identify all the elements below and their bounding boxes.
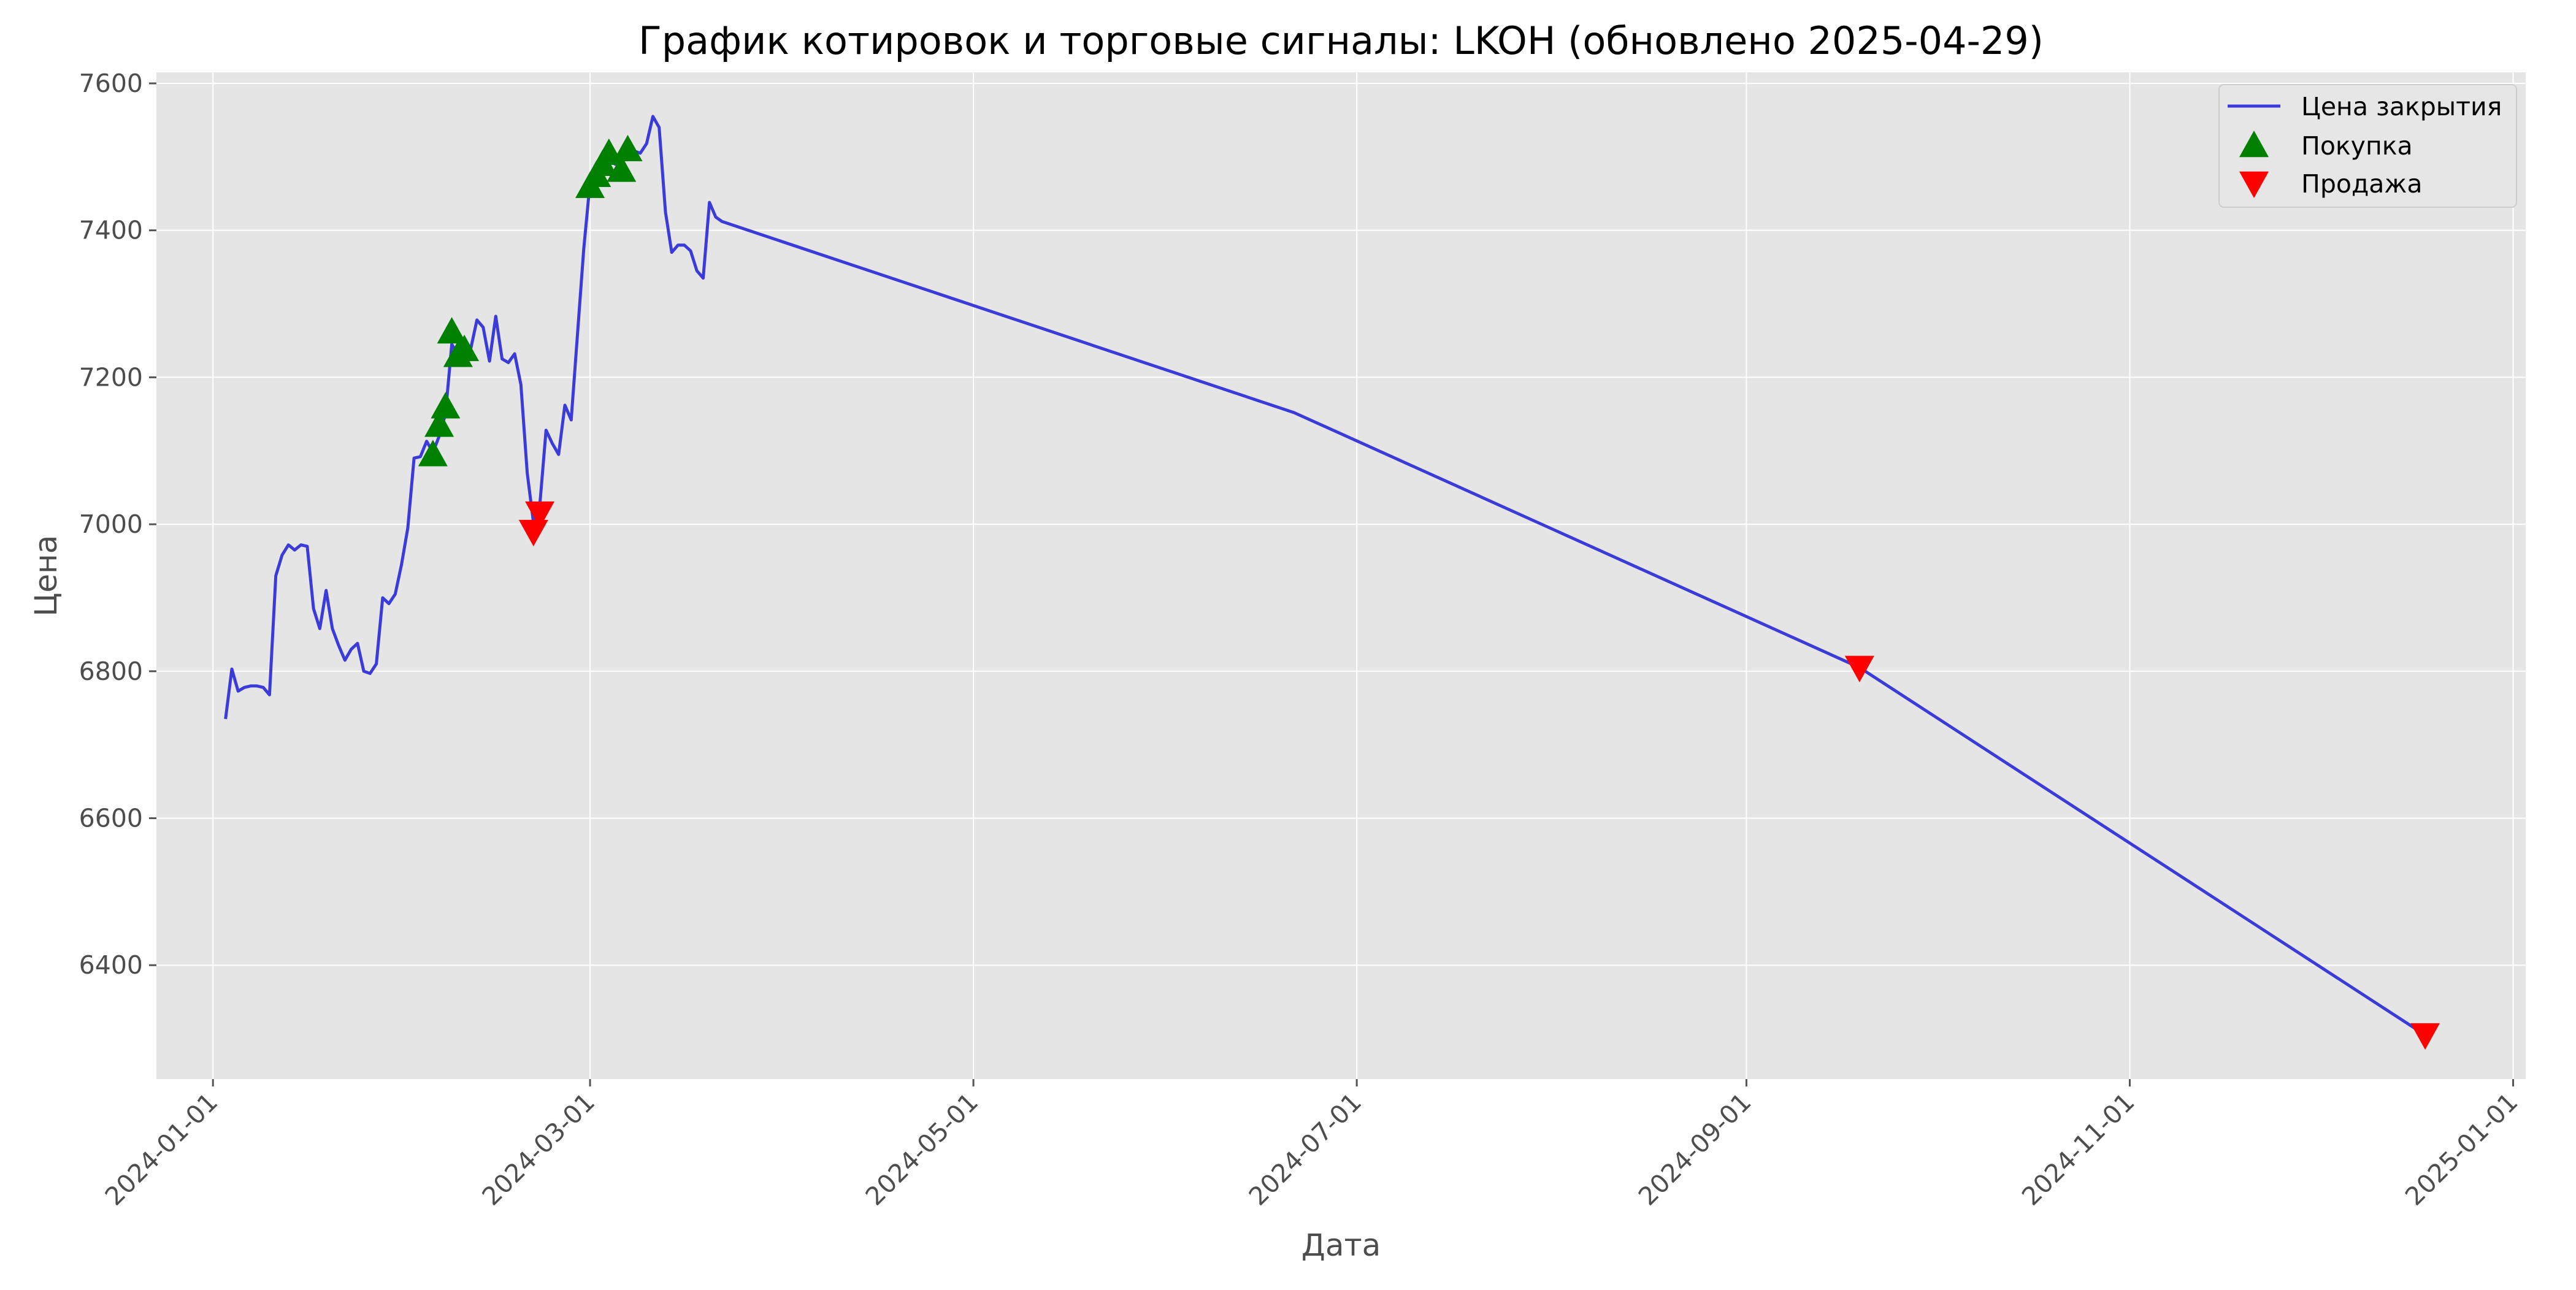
legend-close-price-label: Цена закрытия	[2301, 92, 2502, 121]
y-tick-label: 7000	[79, 510, 143, 539]
buy-signal-marker	[424, 410, 454, 437]
plot-area	[156, 72, 2526, 1079]
legend-buy-swatch	[2239, 131, 2269, 158]
legend-box	[2218, 84, 2517, 208]
close-price-line	[224, 115, 2426, 1037]
buy-signal-marker	[613, 134, 643, 162]
sell-signal-marker	[525, 501, 555, 529]
y-tick-label: 6400	[79, 950, 143, 980]
sell-signal-marker	[518, 519, 548, 547]
buy-signal-marker	[431, 392, 461, 419]
y-axis-label: Цена	[28, 535, 64, 617]
sell-signal-marker	[1844, 655, 1874, 682]
y-tick-label: 6800	[79, 657, 143, 686]
buy-signal-marker	[418, 440, 448, 467]
legend-buy-label: Покупка	[2301, 131, 2413, 161]
series-layer	[224, 115, 2426, 1037]
grid-layer	[156, 72, 2526, 1079]
legend: Цена закрытия Покупка Продажа	[2218, 84, 2517, 208]
y-tick-label: 7600	[79, 69, 143, 98]
x-axis-label: Дата	[1301, 1227, 1381, 1263]
buy-signal-marker	[450, 334, 480, 362]
buy-signal-marker	[607, 155, 637, 182]
sell-signal-marker	[2410, 1023, 2440, 1050]
legend-sell-label: Продажа	[2301, 169, 2422, 199]
buy-signal-marker	[437, 317, 467, 344]
y-tick-label: 7400	[79, 216, 143, 245]
marker-layer	[418, 134, 2440, 1050]
y-tick-label: 6600	[79, 804, 143, 833]
y-tick-label: 7200	[79, 362, 143, 392]
legend-sell-swatch	[2239, 171, 2269, 198]
chart-title: График котировок и торговые сигналы: LKO…	[638, 18, 2044, 63]
